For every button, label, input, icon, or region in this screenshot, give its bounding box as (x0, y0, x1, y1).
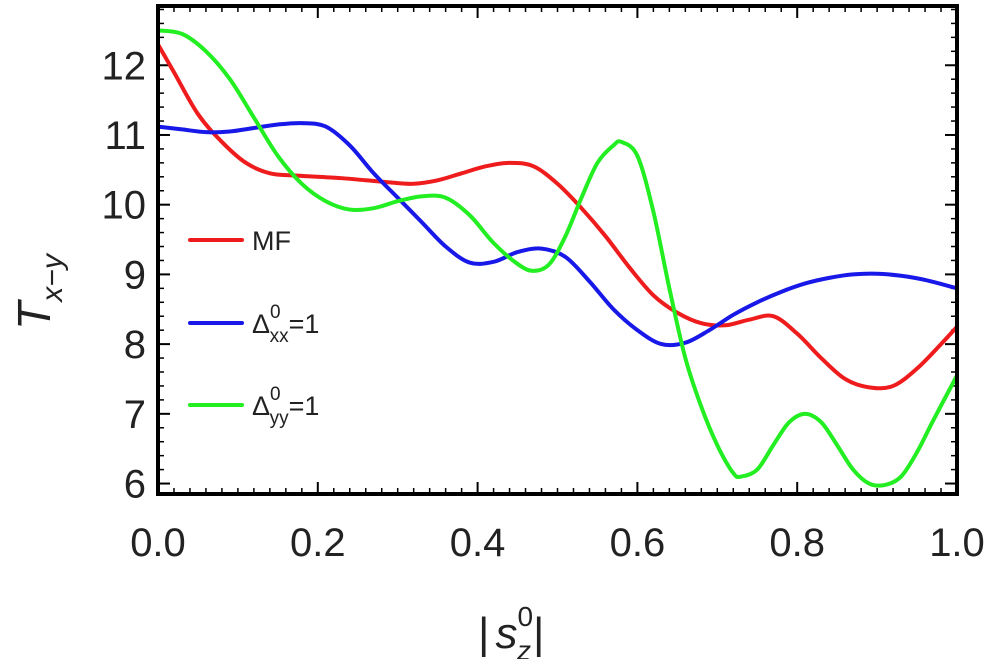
y-tick-label: 6 (124, 463, 146, 507)
x-tick-label: 0.4 (450, 521, 506, 565)
series-line-delta-yy (156, 28, 959, 488)
legend-entry-mf: MF (188, 226, 291, 256)
x-tick-label: 0.6 (610, 521, 666, 565)
tick-labels: 0.0 0.2 0.4 0.6 0.8 1.0 6 7 8 9 10 11 12 (102, 44, 985, 565)
y-tick-label: 9 (124, 253, 146, 297)
x-tick-label: 0.0 (130, 521, 186, 565)
x-tick-label: 0.8 (769, 521, 825, 565)
x-tick-label: 1.0 (929, 521, 985, 565)
y-tick-label: 8 (124, 323, 146, 367)
legend-label-mf: MF (252, 226, 291, 256)
y-tick-label: 11 (104, 114, 146, 158)
x-axis-label: | s0 z| (478, 601, 544, 659)
y-tick-label: 12 (102, 44, 147, 88)
legend: MF Δ0 xx=1 Δ0 yy=1 (188, 226, 319, 429)
legend-label-delta-yy: Δ0 yy=1 (252, 384, 319, 429)
series-lines (156, 28, 959, 488)
y-tick-label: 7 (124, 393, 146, 437)
series-line-mf (156, 42, 959, 391)
x-tick-label: 0.2 (290, 521, 346, 565)
plot-frame (156, 4, 959, 496)
legend-entry-delta-xx: Δ0 xx=1 (188, 302, 319, 347)
y-axis-label: Tx−y (8, 252, 69, 330)
legend-label-delta-xx: Δ0 xx=1 (252, 302, 319, 347)
legend-entry-delta-yy: Δ0 yy=1 (188, 384, 319, 429)
series-line-delta-xx (156, 121, 959, 348)
y-tick-label: 10 (102, 184, 147, 228)
